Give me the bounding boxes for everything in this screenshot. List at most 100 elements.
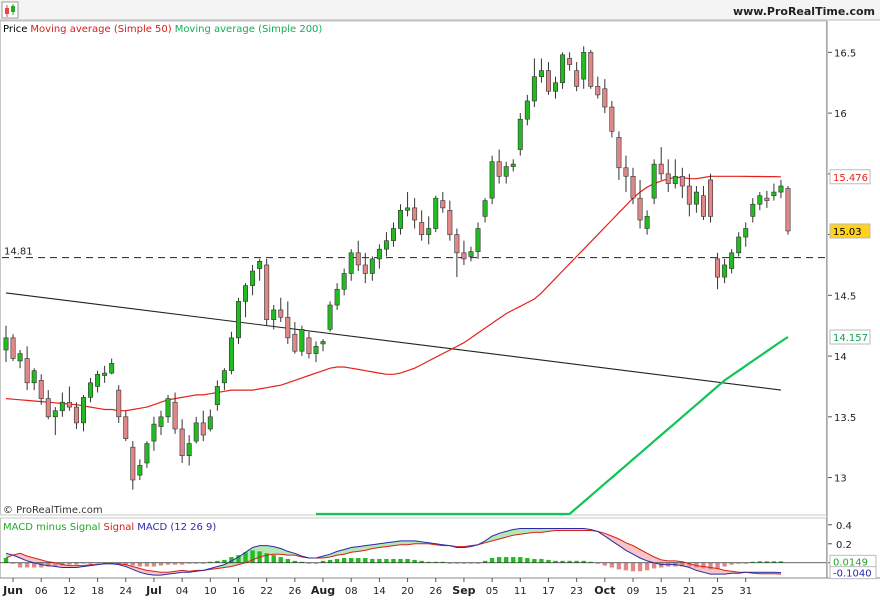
candle	[123, 410, 129, 442]
macd-hist-bar	[496, 557, 502, 563]
candle-body	[214, 386, 220, 405]
macd-hist-bar	[743, 562, 748, 564]
candle-body	[228, 337, 234, 371]
candle	[567, 52, 573, 71]
candle	[390, 222, 396, 247]
candle-body	[686, 185, 692, 205]
macd-hist-bar	[370, 558, 375, 563]
candle-body	[348, 252, 354, 274]
candle-body	[313, 346, 319, 354]
macd-hist-bar	[539, 558, 544, 563]
candle	[369, 256, 375, 281]
candle	[517, 113, 523, 156]
x-tick-label: 10	[204, 586, 217, 597]
macd-hist-bar	[750, 561, 755, 563]
candle-body	[461, 252, 467, 260]
x-tick-label: Aug	[311, 584, 335, 597]
macd-hist-bar	[581, 560, 586, 563]
candle	[538, 58, 544, 83]
candle	[313, 341, 319, 363]
candle-body	[743, 228, 749, 238]
candle	[722, 258, 728, 284]
x-tick-label: 12	[63, 586, 76, 597]
macd-hist-bar	[81, 562, 86, 564]
y-tick-label: 14	[834, 352, 847, 363]
macd-hist-bar	[250, 550, 255, 563]
macd-hist-bar	[736, 562, 741, 564]
candle	[278, 297, 284, 323]
macd-hist-bar	[708, 562, 713, 570]
candle	[38, 374, 44, 405]
candle	[729, 249, 735, 274]
candle	[144, 441, 150, 468]
candle	[644, 210, 650, 235]
site-url: www.ProRealTime.com	[733, 5, 875, 18]
candle-body	[172, 401, 178, 430]
candle	[757, 192, 763, 211]
candle-body	[644, 216, 650, 229]
macd-fill	[647, 553, 655, 563]
x-tick-label: 16	[232, 586, 245, 597]
macd-value-box	[829, 566, 877, 580]
candle-body	[165, 398, 171, 418]
candle	[130, 441, 136, 490]
macd-fill	[400, 540, 408, 545]
candle	[109, 358, 115, 375]
candle	[764, 190, 770, 208]
candle-body	[581, 52, 587, 80]
ma200-value: 14.157	[833, 333, 868, 344]
candle	[320, 339, 326, 352]
ma200-value-box	[829, 329, 871, 345]
macd-hist-bar	[757, 561, 763, 563]
candle	[412, 198, 418, 229]
candle-body	[531, 76, 537, 102]
candle-body	[144, 443, 150, 464]
candle-body	[200, 422, 206, 436]
candle	[468, 246, 474, 262]
macd-hist-bar	[426, 561, 431, 563]
macd-fill	[618, 539, 626, 551]
candle-body	[447, 209, 453, 235]
candle-body	[38, 380, 44, 399]
candle-body	[475, 228, 481, 252]
macd-hist-bar	[3, 558, 9, 563]
x-tick-label: 17	[542, 586, 555, 597]
candle-body	[538, 70, 544, 77]
macd-fill	[640, 549, 648, 561]
candle	[574, 62, 580, 92]
candle	[31, 368, 37, 391]
macd-hist-bar	[454, 562, 460, 564]
candle	[172, 392, 178, 434]
candle	[228, 331, 234, 375]
macd-hist-bar	[701, 562, 706, 569]
macd-hist-bar	[475, 562, 481, 564]
macd-hist-bar	[687, 562, 692, 567]
candle-body	[193, 422, 199, 442]
candle	[271, 305, 277, 330]
candle	[292, 322, 298, 354]
y-tick-label: 14.5	[834, 291, 856, 302]
x-tick-label: 26	[288, 586, 301, 597]
x-tick-label: Sep	[452, 584, 475, 597]
candle-body	[31, 370, 37, 384]
macd-hist-bar	[680, 562, 685, 567]
macd-hist-bar	[511, 557, 516, 563]
y-tick-label: 16.5	[834, 48, 856, 59]
candle-body	[10, 337, 16, 359]
candle-body	[81, 397, 86, 424]
candle-body	[665, 173, 671, 184]
candle-body	[693, 191, 699, 205]
candle	[672, 159, 678, 189]
candle	[461, 240, 467, 265]
candle-body	[390, 228, 396, 241]
macd-fill	[576, 528, 584, 531]
macd-hist-bar	[518, 557, 523, 563]
macd-hist-bar	[468, 562, 474, 564]
candle-body	[715, 258, 721, 278]
x-tick-label: 24	[119, 586, 132, 597]
macd-hist-bar	[278, 557, 283, 563]
macd-hist-bar	[109, 562, 114, 564]
candle-body	[567, 58, 573, 65]
x-tick-label: 23	[570, 586, 583, 597]
x-tick-label: 31	[739, 586, 752, 597]
